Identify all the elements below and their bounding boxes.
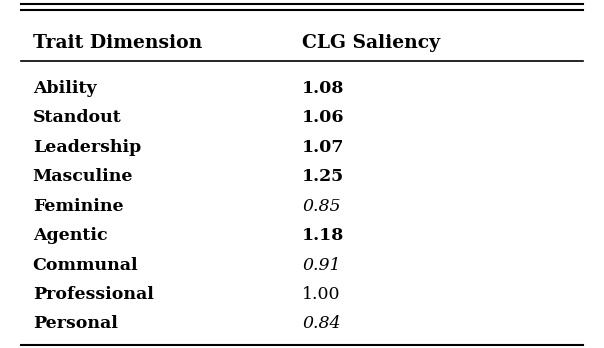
Text: 1.08: 1.08	[302, 80, 344, 97]
Text: 1.25: 1.25	[302, 168, 344, 185]
Text: Agentic: Agentic	[33, 227, 108, 244]
Text: CLG Saliency: CLG Saliency	[302, 34, 440, 52]
Text: Feminine: Feminine	[33, 198, 123, 215]
Text: 1.00: 1.00	[302, 286, 341, 303]
Text: 0.91: 0.91	[302, 256, 341, 274]
Text: 0.84: 0.84	[302, 315, 341, 332]
Text: 1.07: 1.07	[302, 139, 344, 156]
Text: Ability: Ability	[33, 80, 96, 97]
Text: 1.18: 1.18	[302, 227, 344, 244]
Text: Communal: Communal	[33, 256, 138, 274]
Text: Leadership: Leadership	[33, 139, 141, 156]
Text: 1.06: 1.06	[302, 109, 344, 126]
Text: Standout: Standout	[33, 109, 121, 126]
Text: Trait Dimension: Trait Dimension	[33, 34, 202, 52]
Text: 0.85: 0.85	[302, 198, 341, 215]
Text: Professional: Professional	[33, 286, 153, 303]
Text: Masculine: Masculine	[33, 168, 133, 185]
Text: Personal: Personal	[33, 315, 118, 332]
